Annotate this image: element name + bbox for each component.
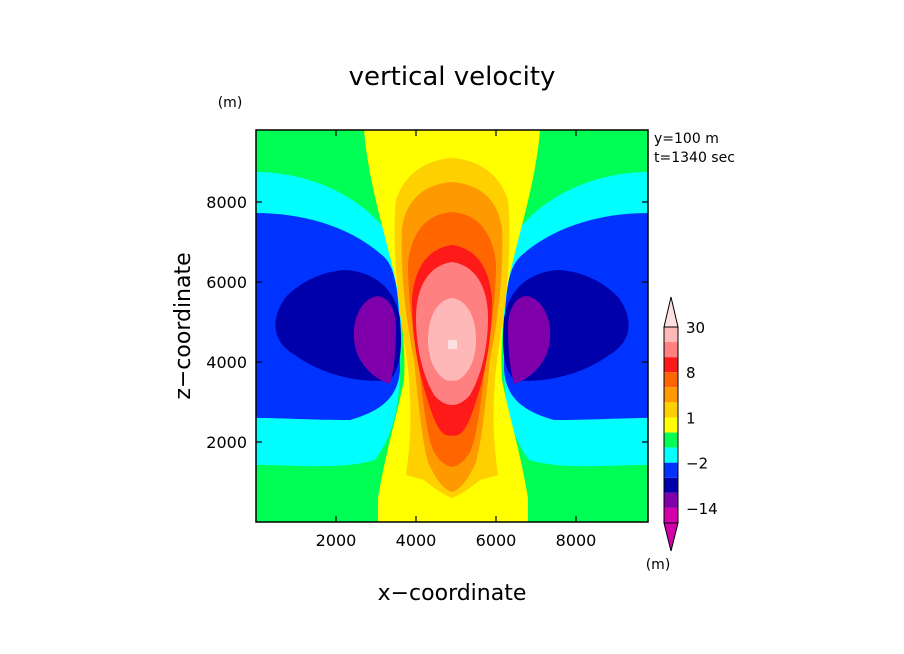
colorbar-tick-label: 30 — [686, 319, 705, 337]
band-right-purple — [508, 296, 551, 384]
y-unit-label: (m) — [218, 95, 243, 111]
chart-title: vertical velocity — [349, 62, 556, 92]
colorbar-tick-label: 1 — [686, 409, 696, 427]
colorbar-tick-label: −14 — [686, 500, 718, 518]
colorbar-top-arrow — [663, 296, 679, 328]
y-tick-label: 4000 — [206, 353, 247, 372]
colorbar-bottom-arrow — [663, 522, 679, 552]
colorbar-segment — [664, 327, 678, 343]
band-left-purple — [353, 296, 396, 384]
colorbar-segment — [664, 462, 678, 478]
colorbar-segment — [664, 492, 678, 508]
colorbar-tick-label: −2 — [686, 455, 708, 473]
annotation-y: y=100 m — [654, 131, 719, 147]
colorbar-frame — [663, 326, 679, 524]
band-peak-cell — [448, 340, 457, 349]
colorbar-segment — [664, 372, 678, 388]
colorbar-segment — [664, 357, 678, 373]
colorbar-segment — [664, 447, 678, 463]
colorbar-segment — [664, 342, 678, 358]
contour-plot-area — [256, 130, 648, 522]
colorbar-segment — [664, 402, 678, 418]
y-axis-label: z−coordinate — [171, 252, 196, 399]
colorbar-segment — [664, 432, 678, 448]
x-axis-label: x−coordinate — [378, 581, 527, 606]
band-plume-lightpink — [428, 298, 476, 381]
x-tick-label: 2000 — [316, 531, 357, 550]
colorbar-segment — [664, 507, 678, 523]
plot-frame — [255, 129, 649, 523]
annotation-t: t=1340 sec — [654, 150, 735, 166]
colorbar: 30 8 1 −2 −14 — [663, 296, 718, 552]
x-tick-label: 6000 — [476, 531, 517, 550]
colorbar-segment — [664, 417, 678, 433]
colorbar-tick-label: 8 — [686, 364, 696, 382]
colorbar-segment — [664, 477, 678, 493]
x-tick-label: 4000 — [396, 531, 437, 550]
y-tick-label: 8000 — [206, 193, 247, 212]
y-tick-label: 2000 — [206, 433, 247, 452]
x-axis: 2000 4000 6000 8000 — [316, 130, 597, 550]
x-tick-label: 8000 — [556, 531, 597, 550]
y-tick-label: 6000 — [206, 273, 247, 292]
y-axis: 2000 4000 6000 8000 — [206, 193, 648, 452]
colorbar-segment — [664, 387, 678, 403]
colorbar-unit-label: (m) — [646, 557, 671, 573]
